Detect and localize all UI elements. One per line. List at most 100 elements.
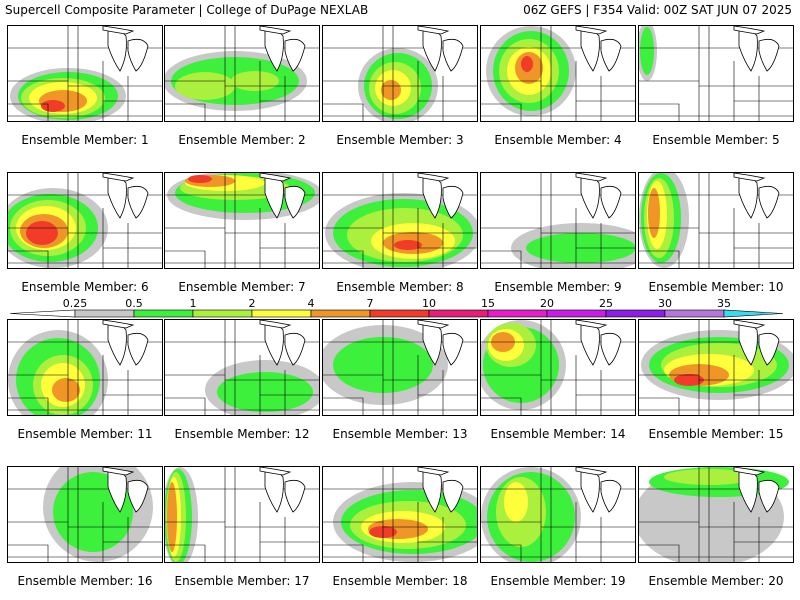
ensemble-map-panel bbox=[164, 25, 320, 122]
scp-contour-shade bbox=[188, 175, 212, 183]
state-border bbox=[323, 544, 364, 562]
state-border bbox=[323, 103, 364, 121]
chart-title: Supercell Composite Parameter | College … bbox=[5, 3, 369, 17]
great-lake-outline bbox=[102, 173, 135, 182]
state-border bbox=[165, 397, 206, 415]
colorbar-segment bbox=[546, 309, 607, 318]
scp-field-map bbox=[165, 467, 319, 562]
great-lake-outline bbox=[758, 332, 780, 366]
colorbar-tick-label: 0.25 bbox=[63, 297, 88, 310]
colorbar-segment bbox=[664, 309, 725, 318]
great-lake-outline bbox=[259, 173, 292, 182]
scp-field-map bbox=[165, 26, 319, 121]
great-lake-outline bbox=[259, 467, 292, 476]
state-border bbox=[8, 544, 49, 562]
great-lake-outline bbox=[575, 320, 608, 329]
member-label: Ensemble Member: 19 bbox=[490, 574, 626, 588]
colorbar-tick-label: 2 bbox=[249, 297, 256, 310]
scp-contour-shade bbox=[674, 374, 704, 386]
member-label: Ensemble Member: 12 bbox=[174, 427, 310, 441]
member-label: Ensemble Member: 11 bbox=[17, 427, 153, 441]
scp-field-map bbox=[8, 320, 162, 415]
great-lake-outline bbox=[284, 185, 306, 219]
colorbar-tick-label: 0.5 bbox=[125, 297, 143, 310]
colorbar-segment bbox=[74, 309, 135, 318]
member-label: Ensemble Member: 2 bbox=[178, 133, 306, 147]
ensemble-map-panel bbox=[480, 172, 636, 269]
member-label: Ensemble Member: 16 bbox=[17, 574, 153, 588]
great-lake-outline bbox=[127, 479, 149, 513]
ensemble-map-panel bbox=[638, 466, 794, 563]
state-border bbox=[165, 544, 206, 562]
scp-field-map bbox=[8, 173, 162, 268]
model-valid-time: 06Z GEFS | F354 Valid: 00Z SAT JUN 07 20… bbox=[523, 3, 792, 17]
state-border bbox=[323, 397, 364, 415]
great-lake-outline bbox=[102, 26, 135, 35]
member-label: Ensemble Member: 15 bbox=[648, 427, 784, 441]
member-label: Ensemble Member: 5 bbox=[652, 133, 780, 147]
scp-contour-shade bbox=[52, 378, 80, 402]
member-label: Ensemble Member: 9 bbox=[494, 280, 622, 294]
scp-field-map bbox=[639, 320, 793, 415]
colorbar-tick-label: 4 bbox=[308, 297, 315, 310]
member-label: Ensemble Member: 1 bbox=[21, 133, 149, 147]
scp-contour-shade bbox=[394, 240, 422, 250]
ensemble-map-panel bbox=[638, 172, 794, 269]
great-lake-outline bbox=[600, 38, 622, 72]
great-lake-outline bbox=[127, 38, 149, 72]
colorbar-tick-label: 35 bbox=[717, 297, 731, 310]
ensemble-map-panel bbox=[164, 319, 320, 416]
state-border bbox=[8, 103, 49, 121]
member-label: Ensemble Member: 14 bbox=[490, 427, 626, 441]
great-lake-outline bbox=[127, 332, 149, 366]
scp-field-map bbox=[165, 320, 319, 415]
state-border bbox=[481, 103, 522, 121]
member-label: Ensemble Member: 8 bbox=[336, 280, 464, 294]
scp-contour-shade bbox=[167, 482, 177, 552]
scp-field-map bbox=[481, 320, 635, 415]
scp-contour-shade bbox=[381, 80, 401, 100]
member-label: Ensemble Member: 3 bbox=[336, 133, 464, 147]
great-lake-outline bbox=[758, 38, 780, 72]
scp-field-map bbox=[323, 173, 477, 268]
great-lake-outline bbox=[127, 185, 149, 219]
ensemble-map-panel bbox=[7, 319, 163, 416]
great-lake-outline bbox=[259, 320, 292, 329]
scp-contour-shade bbox=[217, 372, 313, 412]
member-label: Ensemble Member: 17 bbox=[174, 574, 310, 588]
scp-field-map bbox=[8, 467, 162, 562]
ensemble-map-panel bbox=[164, 466, 320, 563]
colorbar-segment bbox=[605, 309, 666, 318]
state-border bbox=[8, 250, 49, 268]
great-lake-outline bbox=[575, 26, 608, 35]
member-label: Ensemble Member: 20 bbox=[648, 574, 784, 588]
ensemble-map-panel bbox=[7, 466, 163, 563]
great-lake-outline bbox=[600, 185, 622, 219]
state-border bbox=[481, 397, 522, 415]
great-lake-outline bbox=[284, 38, 306, 72]
colorbar: 0.25 0.5 1 2 4 7 10 15 20 25 30 35 bbox=[9, 297, 784, 318]
great-lake-outline bbox=[284, 332, 306, 366]
member-label: Ensemble Member: 13 bbox=[332, 427, 468, 441]
ensemble-map-panel bbox=[480, 466, 636, 563]
state-border bbox=[639, 397, 680, 415]
scp-field-map bbox=[481, 26, 635, 121]
colorbar-tick-label: 10 bbox=[422, 297, 436, 310]
colorbar-low-arrow bbox=[9, 309, 76, 318]
scp-field-map bbox=[639, 173, 793, 268]
colorbar-segment bbox=[310, 309, 371, 318]
scp-contour-shade bbox=[175, 72, 235, 100]
scp-field-map bbox=[165, 173, 319, 268]
great-lake-outline bbox=[417, 26, 450, 35]
great-lake-outline bbox=[733, 26, 766, 35]
scp-contour-shade bbox=[504, 482, 528, 522]
member-label: Ensemble Member: 6 bbox=[21, 280, 149, 294]
scp-field-map bbox=[639, 26, 793, 121]
great-lake-outline bbox=[442, 332, 464, 366]
state-border bbox=[8, 397, 49, 415]
colorbar-segment bbox=[251, 309, 312, 318]
member-label: Ensemble Member: 18 bbox=[332, 574, 468, 588]
member-label: Ensemble Member: 4 bbox=[494, 133, 622, 147]
great-lake-outline bbox=[442, 38, 464, 72]
great-lake-outline bbox=[733, 320, 766, 329]
